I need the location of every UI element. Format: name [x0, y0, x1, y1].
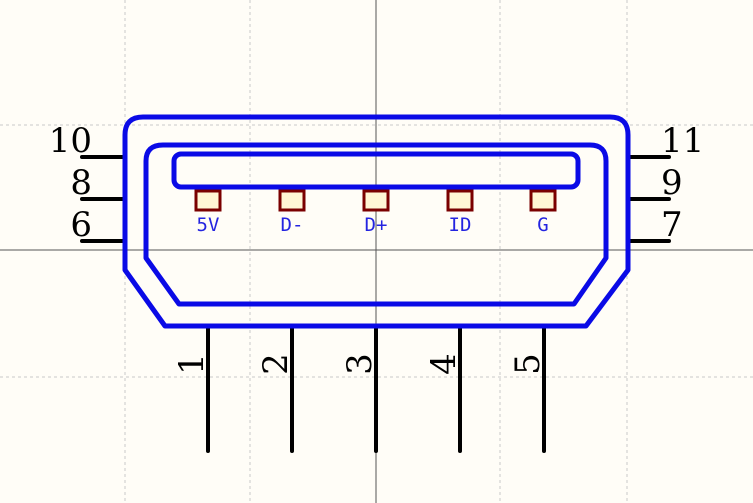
pin-number-6: 6 — [70, 205, 92, 245]
right-pin-numbers: 11 9 7 — [661, 121, 704, 245]
inner-shell — [143, 142, 609, 307]
signal-label-d-minus: D- — [281, 214, 304, 236]
contact-pad-id — [446, 189, 474, 212]
contact-pads — [194, 189, 557, 212]
contact-pad-d-plus — [362, 189, 390, 212]
signal-labels: 5V D- D+ ID G — [197, 214, 549, 236]
contact-pad-g — [529, 189, 557, 212]
pin-number-2: 2 — [256, 353, 296, 375]
pin-number-11: 11 — [661, 121, 704, 161]
pin-number-9: 9 — [661, 163, 683, 203]
signal-label-id: ID — [449, 214, 472, 236]
pin-number-4: 4 — [424, 353, 464, 375]
signal-label-5v: 5V — [197, 214, 220, 236]
signal-label-g: G — [537, 214, 548, 236]
bottom-pin-numbers: 1 2 3 4 5 — [172, 353, 548, 375]
connector-body — [122, 114, 631, 329]
pin-number-5: 5 — [508, 353, 548, 375]
pin-number-7: 7 — [661, 205, 683, 245]
bottom-pin-lines — [206, 326, 546, 453]
side-pin-lines — [80, 155, 671, 243]
pin-number-8: 8 — [70, 163, 92, 203]
contact-pad-d-minus — [278, 189, 306, 212]
left-pin-numbers: 10 8 6 — [49, 121, 92, 245]
outer-shell — [122, 114, 631, 329]
pin-number-1: 1 — [172, 353, 212, 375]
contact-pad-5v — [194, 189, 222, 212]
signal-label-d-plus: D+ — [365, 214, 388, 236]
pin-number-3: 3 — [340, 353, 380, 375]
tongue — [171, 151, 581, 190]
pin-number-10: 10 — [49, 121, 92, 161]
